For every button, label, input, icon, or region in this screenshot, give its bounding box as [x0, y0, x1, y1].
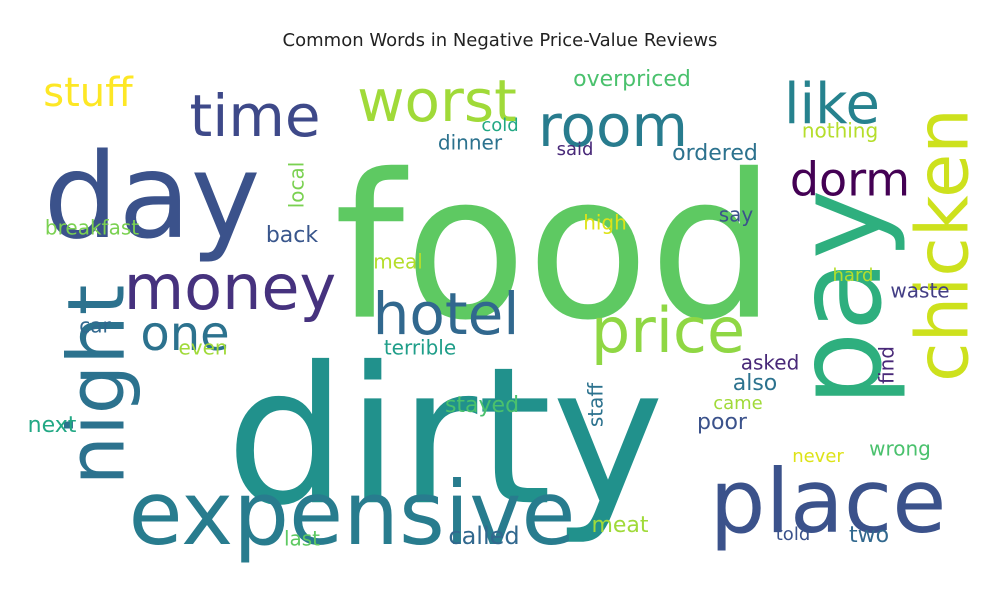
word-waste: waste — [890, 279, 949, 303]
word-car: car — [79, 314, 111, 338]
word-find: find — [875, 346, 899, 384]
word-meal: meal — [373, 250, 423, 274]
word-nothing: nothing — [802, 119, 878, 143]
word-poor: poor — [697, 410, 748, 435]
word-even: even — [178, 336, 227, 360]
word-ordered: ordered — [672, 141, 758, 166]
word-high: high — [583, 211, 627, 235]
word-wrong: wrong — [869, 437, 931, 461]
word-pay: pay — [770, 189, 908, 406]
word-said: said — [557, 139, 594, 160]
word-price: price — [591, 294, 745, 367]
word-dinner: dinner — [438, 131, 503, 155]
word-last: last — [284, 527, 320, 551]
word-back: back — [266, 223, 319, 248]
word-worst: worst — [357, 67, 517, 135]
word-asked: asked — [741, 351, 800, 375]
word-cold: cold — [481, 115, 518, 136]
word-like: like — [784, 72, 880, 137]
word-came: came — [713, 393, 763, 414]
word-dorm: dorm — [790, 153, 910, 207]
word-local: local — [285, 162, 309, 209]
word-day: day — [43, 127, 260, 265]
word-overpriced: overpriced — [573, 67, 691, 92]
word-room: room — [538, 92, 688, 160]
word-expensive: expensive — [129, 462, 576, 565]
word-breakfast: breakfast — [45, 216, 139, 240]
word-stayed: stayed — [445, 393, 519, 418]
word-also: also — [733, 371, 778, 396]
word-hard: hard — [833, 265, 874, 286]
word-night: night — [52, 285, 142, 486]
word-meat: meat — [591, 513, 648, 538]
word-dirty: dirty — [226, 326, 664, 547]
word-told: told — [776, 524, 811, 545]
word-food: food — [334, 132, 776, 365]
word-staff: staff — [584, 382, 608, 428]
word-money: money — [124, 251, 336, 324]
word-chicken: chicken — [901, 108, 985, 382]
word-called: called — [448, 522, 519, 550]
word-place: place — [710, 450, 947, 553]
word-two: two — [849, 523, 889, 548]
word-say: say — [719, 203, 754, 227]
chart-title: Common Words in Negative Price-Value Rev… — [282, 30, 718, 51]
word-time: time — [189, 82, 320, 150]
word-next: next — [28, 413, 77, 438]
word-terrible: terrible — [384, 336, 456, 360]
word-never: never — [792, 446, 844, 467]
word-hotel: hotel — [373, 280, 520, 348]
word-stuff: stuff — [43, 70, 134, 116]
word-one: one — [140, 306, 229, 362]
